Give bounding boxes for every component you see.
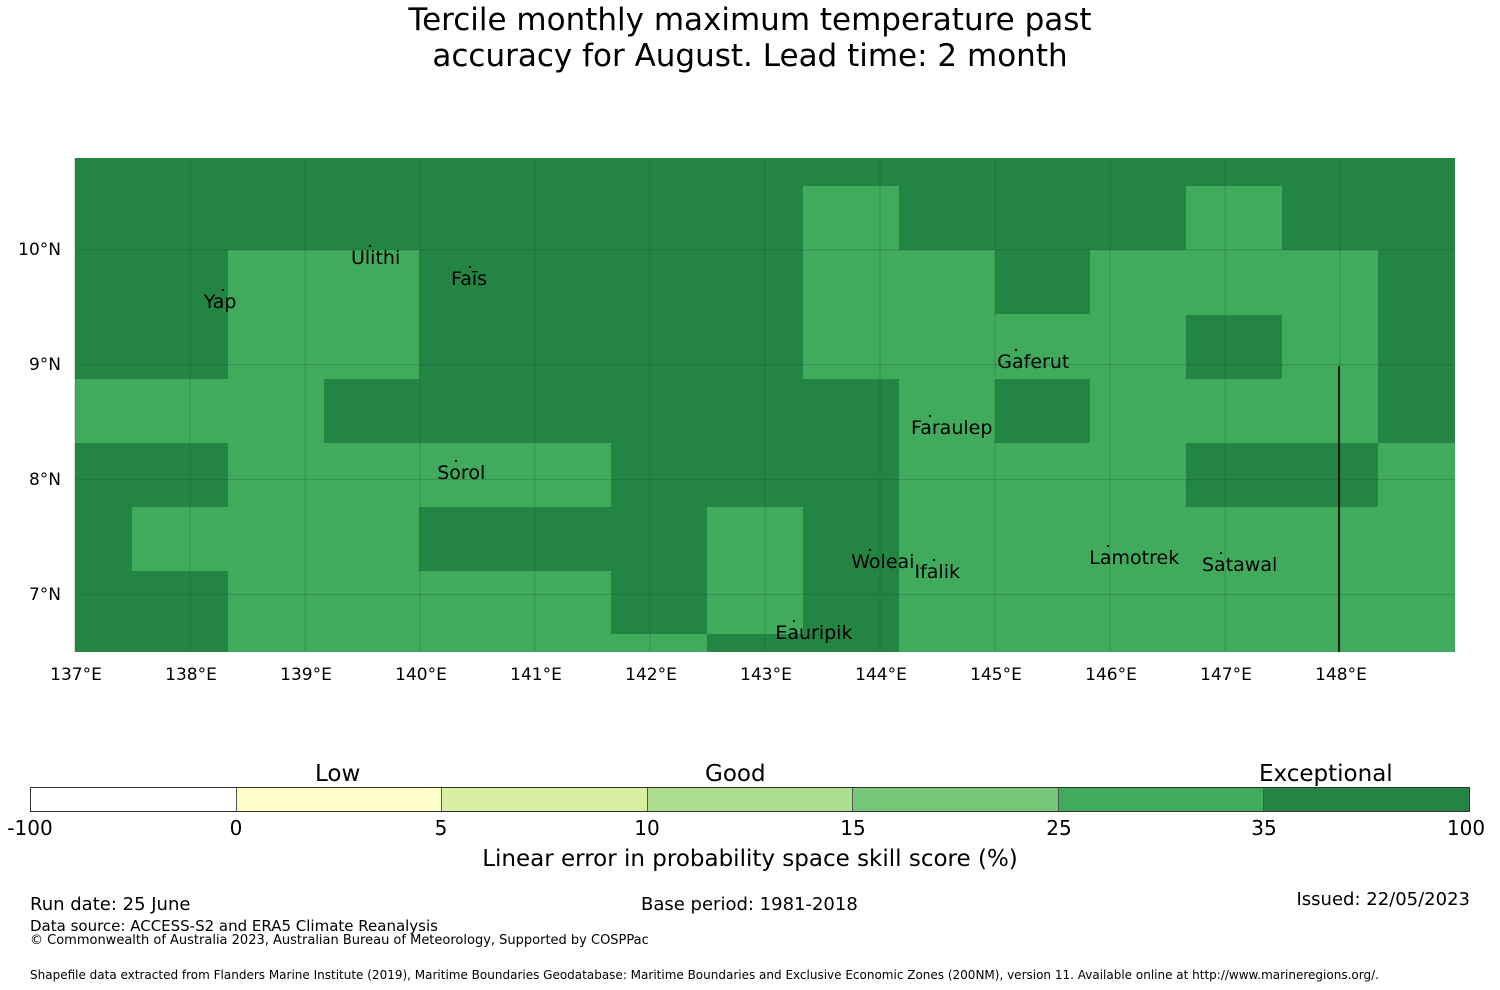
skill-cell <box>611 634 707 652</box>
place-label: Woleai <box>851 550 915 573</box>
issued-date: Issued: 22/05/2023 <box>1296 889 1470 910</box>
island-marker <box>1107 545 1110 548</box>
lat-label-8n: 8°N <box>28 470 61 490</box>
place-label: Satawal <box>1202 554 1278 577</box>
skill-cell <box>803 250 995 379</box>
lon-label-141e: 141°E <box>510 665 562 685</box>
place-label: Lamotrek <box>1089 547 1180 570</box>
lon-label-143e: 143°E <box>740 665 792 685</box>
skill-cell <box>995 314 1090 379</box>
colorbar-category-exceptional: Exceptional <box>1259 761 1393 787</box>
place-label: Ulithi <box>351 247 401 270</box>
colorbar-tick: 0 <box>229 816 243 840</box>
lat-label-10n: 10°N <box>18 240 61 260</box>
data-source: Data source: ACCESS-S2 and ERA5 Climate … <box>30 917 438 935</box>
colorbar-tick: 15 <box>840 816 866 840</box>
place-label: Sorol <box>437 462 486 485</box>
place-label: Faraulep <box>911 417 993 440</box>
colorbar-tick: 25 <box>1046 816 1072 840</box>
colorbar-tick: -100 <box>7 816 53 840</box>
skill-cell <box>1186 186 1282 315</box>
map-title-line-1: Tercile monthly maximum temperature past <box>408 2 1092 38</box>
skill-cell <box>228 443 611 507</box>
lat-label-7n: 7°N <box>28 585 61 605</box>
graticule <box>74 158 1455 652</box>
colorbar-segment <box>236 788 443 811</box>
copyright: © Commonwealth of Australia 2023, Austra… <box>30 933 649 948</box>
colorbar-tick: 5 <box>434 816 448 840</box>
island-marker <box>793 619 796 622</box>
island-marker <box>1015 348 1018 351</box>
island-marker <box>1220 552 1222 555</box>
lon-label-139e: 139°E <box>280 665 332 685</box>
lat-label-9n: 9°N <box>28 355 61 375</box>
place-label: Ifalik <box>914 561 961 584</box>
lon-label-145e: 145°E <box>970 665 1022 685</box>
place-label: Yap <box>203 291 237 314</box>
lon-label-137e: 137°E <box>50 665 102 685</box>
island-marker <box>221 289 224 292</box>
colorbar-segment <box>442 788 648 811</box>
colorbar-tick: 35 <box>1251 816 1277 840</box>
colorbar-segment <box>1058 788 1265 811</box>
run-date: Run date: 25 June <box>30 894 191 915</box>
skill-cell <box>803 186 899 250</box>
skill-cell <box>1282 250 1378 443</box>
skill-map <box>74 158 1455 652</box>
lon-label-144e: 144°E <box>855 665 907 685</box>
skill-cell <box>1186 379 1282 443</box>
colorbar-segment <box>647 788 854 811</box>
island-marker <box>469 266 472 269</box>
colorbar <box>30 787 1470 812</box>
colorbar-segment <box>853 788 1059 811</box>
skill-cell <box>1378 443 1455 507</box>
place-label: Gaferut <box>997 350 1070 373</box>
lon-label-146e: 146°E <box>1085 665 1137 685</box>
skill-cell <box>132 507 419 571</box>
skill-cell <box>1090 443 1186 507</box>
island-marker <box>369 245 371 248</box>
colorbar-tick: 100 <box>1446 816 1486 840</box>
skill-cell <box>228 571 611 652</box>
island-marker <box>869 548 872 551</box>
island-marker <box>455 460 458 463</box>
lon-label-148e: 148°E <box>1315 665 1367 685</box>
lon-label-140e: 140°E <box>395 665 447 685</box>
shapefile-credit: Shapefile data extracted from Flanders M… <box>30 968 1379 982</box>
lon-label-142e: 142°E <box>625 665 677 685</box>
map-title-line-2: accuracy for August. Lead time: 2 month <box>432 38 1068 74</box>
map-title: Tercile monthly maximum temperature past… <box>0 2 1500 74</box>
colorbar-category-good: Good <box>705 761 766 787</box>
skill-cell <box>75 379 324 443</box>
base-period: Base period: 1981-2018 <box>641 894 858 915</box>
island-marker <box>932 559 935 562</box>
place-label: Eauripik <box>775 621 853 644</box>
colorbar-segment <box>31 788 237 811</box>
colorbar-label: Linear error in probability space skill … <box>482 846 1018 872</box>
lon-label-138e: 138°E <box>165 665 217 685</box>
place-label: Faīs <box>451 268 488 291</box>
skill-grid <box>75 158 1455 652</box>
island-marker <box>929 415 932 418</box>
skill-cell <box>995 443 1090 507</box>
colorbar-category-low: Low <box>315 761 361 787</box>
skill-cell <box>228 250 419 379</box>
colorbar-tick: 10 <box>634 816 660 840</box>
skill-cell <box>707 507 803 634</box>
skill-cell <box>899 507 1455 652</box>
skill-cell <box>1090 250 1186 443</box>
lon-label-147e: 147°E <box>1200 665 1252 685</box>
colorbar-segment <box>1264 788 1470 811</box>
